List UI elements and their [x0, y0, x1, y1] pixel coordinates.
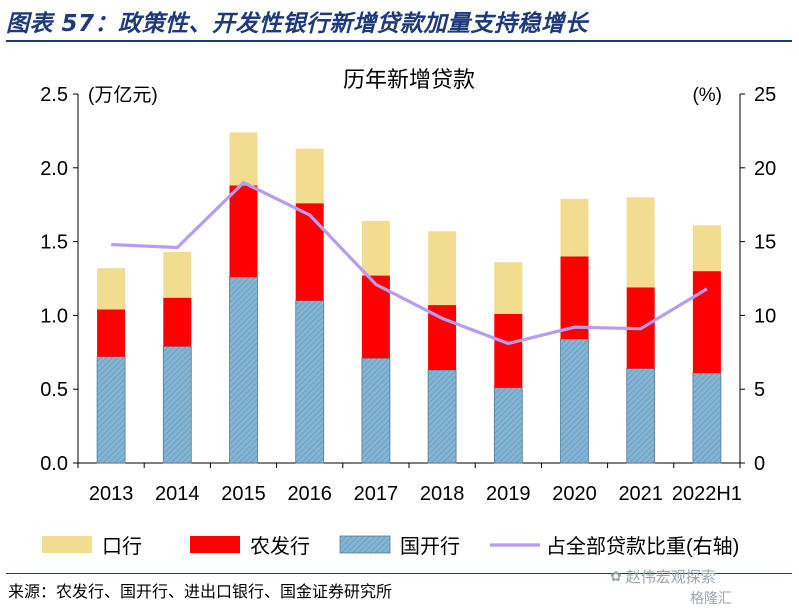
bar-cdb — [96, 356, 126, 464]
y2-tick-label: 15 — [754, 232, 776, 254]
figure-header: 图表 57：政策性、开发性银行新增贷款加量支持稳增长 — [0, 0, 799, 42]
x-tick-label: 2013 — [89, 483, 134, 505]
bar-cdb — [361, 357, 391, 464]
footer-rule — [6, 573, 792, 574]
bar-adbc — [692, 271, 721, 373]
bar-adbc — [560, 256, 589, 340]
y-tick-label: 1.5 — [40, 232, 68, 254]
bar-cdb — [560, 338, 589, 464]
chart-title: 历年新增贷款 — [343, 68, 475, 93]
legend-adbc-swatch — [190, 536, 240, 553]
x-tick-label: 2019 — [486, 483, 531, 505]
bar-cdb — [295, 300, 325, 464]
bar-exim — [163, 251, 192, 298]
wechat-icon: ✿ — [610, 568, 622, 585]
bar-adbc — [163, 297, 192, 347]
source-note: 来源：农发行、国开行、进出口银行、国金证券研究所 — [8, 582, 393, 601]
bar-exim — [229, 132, 258, 186]
chart: 历年新增贷款 (万亿元) (%) 0.0 0.5 1.0 1.5 2.0 2.5 0 5 10 15 20… — [40, 68, 776, 558]
bar-cdb — [427, 369, 457, 464]
y2-tick-label: 10 — [754, 305, 776, 327]
bar-cdb — [692, 372, 722, 464]
bar-exim — [494, 262, 523, 314]
bar-adbc — [229, 185, 258, 278]
bar-cdb — [162, 345, 192, 464]
y2-tick-label: 5 — [754, 379, 765, 401]
y-tick-label: 0.5 — [40, 379, 68, 401]
y-tick-label: 1.0 — [40, 305, 68, 327]
legend-cdb-label: 国开行 — [400, 535, 460, 558]
bar-exim — [560, 198, 589, 257]
y2-tick-label: 0 — [754, 453, 765, 475]
bar-exim — [295, 148, 324, 204]
figure-title: 图表 57：政策性、开发性银行新增贷款加量支持稳增长 — [6, 11, 589, 37]
x-tick-label: 2020 — [552, 483, 597, 505]
bar-exim — [428, 231, 457, 306]
bar-exim — [692, 225, 721, 272]
x-tick-label: 2021 — [618, 483, 663, 505]
legend-exim-label: 口行 — [102, 535, 142, 558]
watermark-text: 赵伟宏观探索 — [625, 568, 716, 586]
bar-cdb — [626, 368, 656, 464]
title-rule — [6, 40, 792, 42]
left-axis-unit: (万亿元) — [88, 84, 158, 106]
bar-cdb — [229, 276, 258, 464]
y-tick-label: 2.5 — [40, 84, 68, 106]
bar-exim — [626, 197, 655, 288]
bar-adbc — [295, 203, 324, 301]
x-tick-label: 2017 — [354, 483, 399, 505]
watermark-secondary: 格隆汇 — [690, 591, 732, 607]
y2-tick-label: 20 — [754, 158, 776, 180]
x-tick-label: 2014 — [155, 483, 200, 505]
y-tick-label: 0.0 — [40, 453, 68, 475]
watermark: ✿ 赵伟宏观探索 — [610, 566, 716, 587]
bar-exim — [97, 268, 126, 310]
legend-exim-swatch — [42, 536, 92, 553]
x-tick-label: 2016 — [287, 483, 332, 505]
legend-adbc-label: 农发行 — [250, 535, 310, 558]
x-tick-label: 2022H1 — [672, 483, 742, 505]
bar-adbc — [494, 313, 523, 388]
legend-share-label: 占全部贷款比重(右轴) — [546, 535, 739, 558]
bar-cdb — [493, 387, 523, 464]
bar-exim — [361, 220, 390, 276]
y2-tick-label: 25 — [754, 84, 776, 106]
x-tick-label: 2015 — [221, 483, 266, 505]
y-tick-label: 2.0 — [40, 158, 68, 180]
share-line — [111, 180, 708, 346]
legend-cdb-swatch — [339, 535, 391, 554]
bar-adbc — [97, 309, 126, 357]
bar-adbc — [428, 305, 457, 371]
x-tick-label: 2018 — [420, 483, 465, 505]
right-axis-unit: (%) — [692, 85, 722, 106]
